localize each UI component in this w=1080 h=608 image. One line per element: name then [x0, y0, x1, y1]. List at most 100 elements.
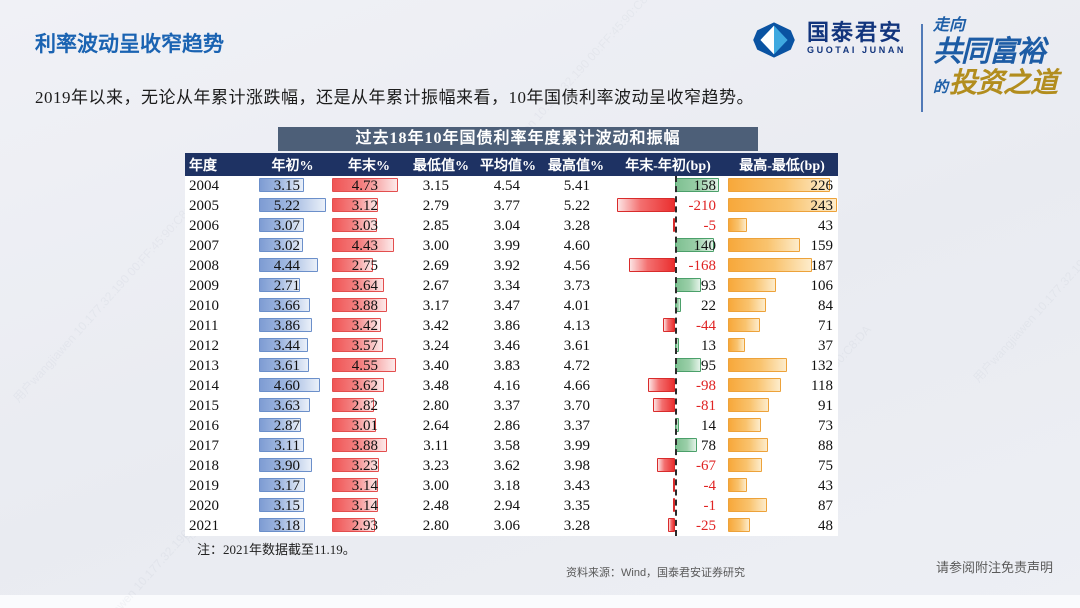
close-value: 3.14 [351, 498, 378, 514]
high-value: 4.13 [563, 318, 590, 334]
range-data-bar [728, 258, 813, 272]
low-value-cell: 3.17 [408, 296, 474, 316]
low-value: 2.79 [422, 198, 449, 214]
subtitle-text: 2019年以来，无论从年累计涨跌幅，还是从年累计振幅来看，10年国债利率波动呈收… [35, 88, 754, 107]
open-cell: 4.60 [255, 376, 330, 396]
open-value: 3.15 [273, 498, 300, 514]
table-row: 2011 3.86 3.42 3.42 3.86 4.13 -44 71 [185, 316, 838, 336]
close-cell: 4.73 [330, 176, 408, 196]
change-bp-cell: -67 [610, 456, 726, 476]
table-body: 2004 3.15 4.73 3.15 4.54 5.41 158 226 2005 5.22 3.… [185, 176, 838, 536]
close-value: 3.23 [351, 458, 378, 474]
close-value: 3.01 [351, 418, 378, 434]
table-row: 2009 2.71 3.64 2.67 3.34 3.73 93 106 [185, 276, 838, 296]
avg-value: 3.99 [493, 238, 520, 254]
year-cell: 2007 [189, 238, 219, 254]
year-cell: 2014 [189, 378, 219, 394]
high-value-cell: 3.73 [542, 276, 610, 296]
year-cell: 2019 [189, 478, 219, 494]
change-negative-bar [673, 478, 675, 492]
low-value: 3.17 [422, 298, 449, 314]
close-value: 3.42 [351, 318, 378, 334]
range-data-bar [728, 438, 768, 452]
high-value-cell: 4.13 [542, 316, 610, 336]
slogan-main: 共同富裕 [933, 36, 1046, 68]
avg-value: 3.58 [493, 438, 520, 454]
change-negative-bar [668, 518, 675, 532]
column-header: 最低值% [413, 158, 469, 174]
open-cell: 3.61 [255, 356, 330, 376]
avg-value: 4.54 [493, 178, 520, 194]
column-header: 最高-最低(bp) [739, 158, 825, 174]
high-value: 3.73 [563, 278, 590, 294]
avg-value-cell: 3.18 [474, 476, 542, 496]
range-data-bar [728, 358, 788, 372]
close-cell: 2.82 [330, 396, 408, 416]
low-value: 3.15 [422, 178, 449, 194]
close-value: 3.64 [351, 278, 378, 294]
open-cell: 3.90 [255, 456, 330, 476]
table-header-row: 年度 年初% 年末% 最低值% 平均值% 最高值% 年末-年初(bp) 最高-最低(bp) [185, 153, 838, 176]
low-value: 2.67 [422, 278, 449, 294]
range-data-bar [728, 478, 748, 492]
range-bp-cell: 132 [726, 356, 838, 376]
close-data-bar [332, 218, 377, 232]
open-value: 3.15 [273, 178, 300, 194]
close-data-bar [332, 498, 378, 512]
avg-value-cell: 4.54 [474, 176, 542, 196]
open-data-bar [259, 438, 304, 452]
table-row: 2006 3.07 3.03 2.85 3.04 3.28 -5 43 [185, 216, 838, 236]
range-bp-cell: 88 [726, 436, 838, 456]
avg-value: 3.86 [493, 318, 520, 334]
close-data-bar [332, 238, 395, 252]
high-value: 5.22 [563, 198, 590, 214]
low-value: 3.24 [422, 338, 449, 354]
open-value: 3.18 [273, 518, 300, 534]
range-bp-value: 159 [810, 238, 834, 254]
open-cell: 3.15 [255, 496, 330, 516]
high-value-cell: 3.70 [542, 396, 610, 416]
range-bp-value: 88 [818, 438, 833, 454]
open-data-bar [259, 218, 304, 232]
column-header: 年末% [348, 158, 390, 174]
high-value-cell: 3.99 [542, 436, 610, 456]
range-bp-value: 73 [818, 418, 833, 434]
open-value: 3.44 [273, 338, 300, 354]
avg-value: 3.77 [493, 198, 520, 214]
close-cell: 3.88 [330, 296, 408, 316]
range-bp-cell: 37 [726, 336, 838, 356]
open-value: 2.87 [273, 418, 300, 434]
range-bp-cell: 106 [726, 276, 838, 296]
high-value-cell: 4.60 [542, 236, 610, 256]
range-data-bar [728, 498, 768, 512]
year-cell: 2016 [189, 418, 219, 434]
low-value-cell: 2.85 [408, 216, 474, 236]
low-value: 2.48 [422, 498, 449, 514]
open-data-bar [259, 178, 305, 192]
high-value-cell: 5.22 [542, 196, 610, 216]
high-value: 5.41 [563, 178, 590, 194]
change-negative-bar [673, 218, 675, 232]
low-value-cell: 3.00 [408, 236, 474, 256]
close-value: 2.82 [351, 398, 378, 414]
open-data-bar [259, 418, 302, 432]
high-value-cell: 4.56 [542, 256, 610, 276]
open-value: 3.17 [273, 478, 300, 494]
avg-value-cell: 3.77 [474, 196, 542, 216]
close-value: 3.57 [351, 338, 378, 354]
range-bp-cell: 118 [726, 376, 838, 396]
open-value: 5.22 [273, 198, 300, 214]
low-value: 2.85 [422, 218, 449, 234]
low-value: 2.64 [422, 418, 449, 434]
change-bp-value: -98 [696, 378, 716, 394]
change-bp-cell: -210 [610, 196, 726, 216]
change-positive-bar [675, 278, 701, 292]
open-cell: 3.86 [255, 316, 330, 336]
range-bp-cell: 48 [726, 516, 838, 536]
avg-value-cell: 3.99 [474, 236, 542, 256]
open-data-bar [259, 398, 310, 412]
high-value-cell: 3.28 [542, 216, 610, 236]
change-bp-cell: -44 [610, 316, 726, 336]
avg-value-cell: 3.46 [474, 336, 542, 356]
high-value: 4.56 [563, 258, 590, 274]
